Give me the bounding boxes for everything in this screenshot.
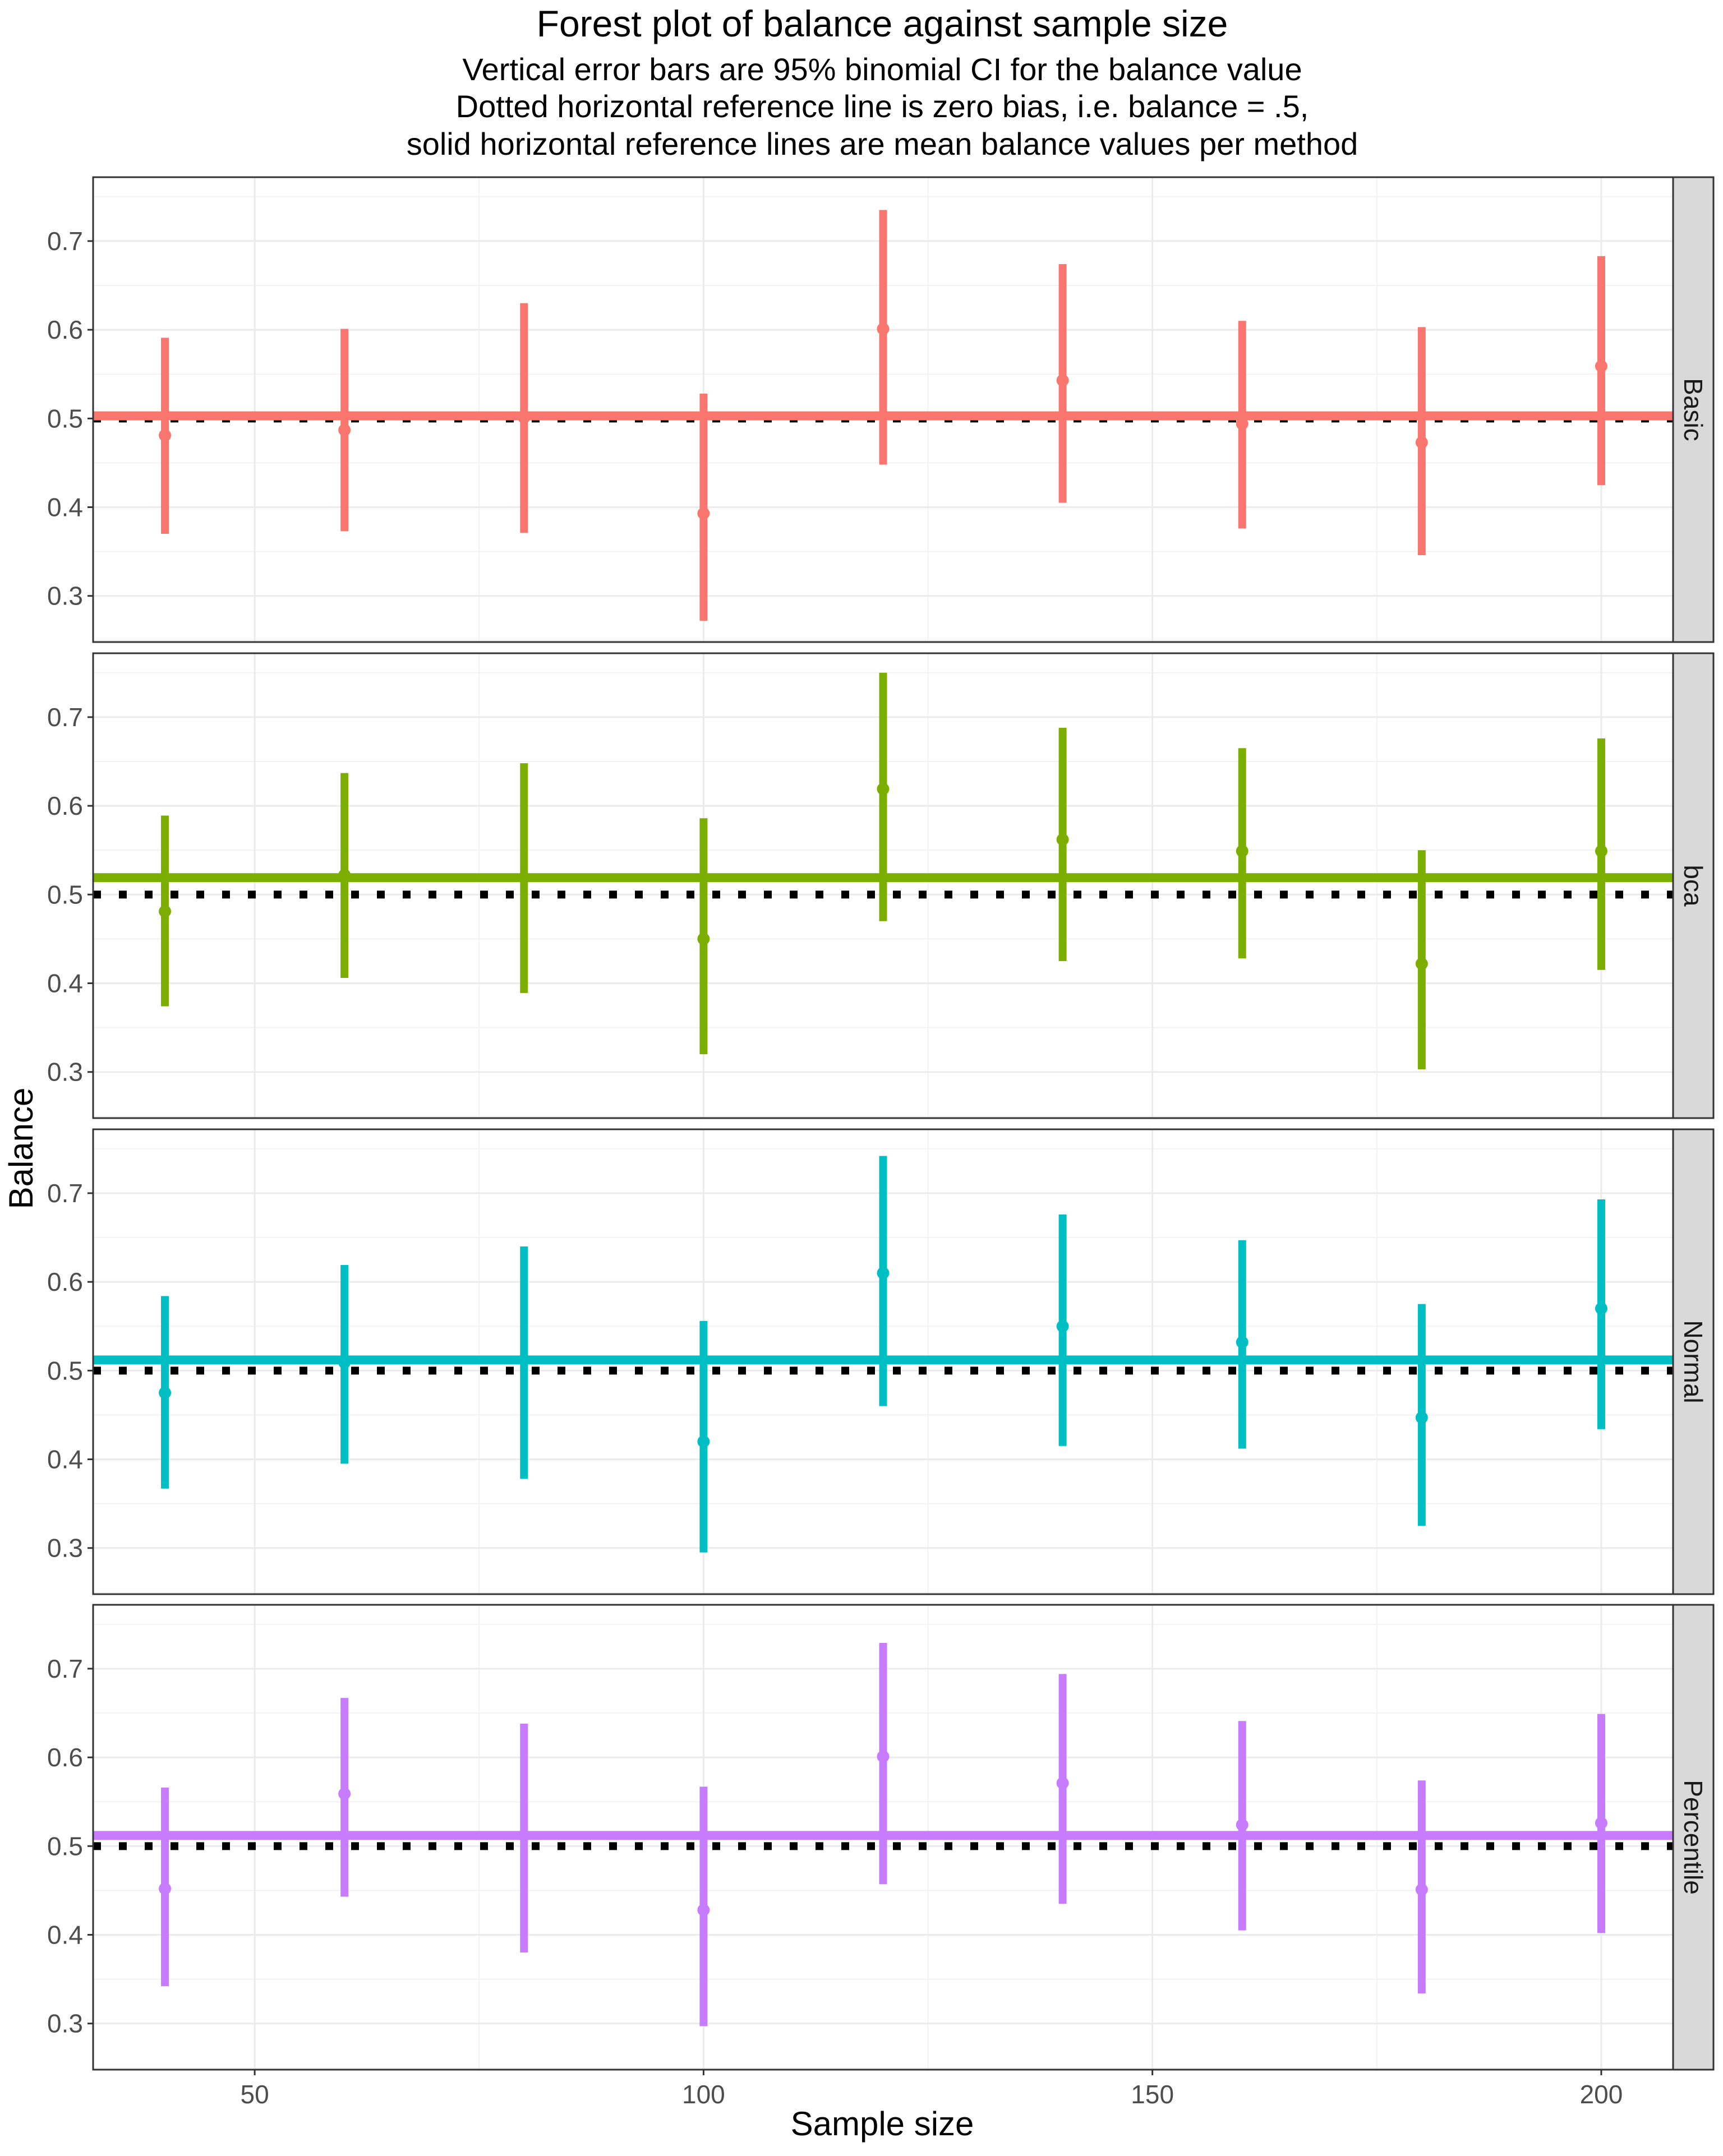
y-tick-label: 0.6 — [47, 315, 83, 344]
panel-percentile: 0.3 0.4 0.5 0.6 0.7 Percentile — [47, 1604, 1715, 2071]
panel-normal: 0.3 0.4 0.5 0.6 0.7 Normal — [47, 1128, 1715, 1595]
y-tick-label: 0.5 — [47, 404, 83, 433]
y-tick-label: 0.3 — [47, 1534, 83, 1563]
y-tick-label: 0.3 — [47, 2009, 83, 2038]
panel-basic: 0.3 0.4 0.5 0.6 0.7 Basic — [47, 176, 1715, 643]
facet-strip — [1672, 652, 1715, 1119]
data-point — [518, 411, 531, 424]
data-point — [1595, 1817, 1607, 1830]
chart-title: Forest plot of balance against sample si… — [537, 3, 1228, 44]
data-point — [518, 1829, 531, 1842]
data-point — [1415, 1411, 1428, 1424]
data-point — [697, 932, 710, 945]
data-point — [1595, 1302, 1607, 1315]
data-point — [1056, 374, 1069, 387]
y-tick-label: 0.6 — [47, 1743, 83, 1772]
data-point — [159, 1882, 172, 1895]
x-tick-label: 50 — [241, 2080, 269, 2109]
y-tick-label: 0.6 — [47, 1267, 83, 1296]
y-tick-label: 0.6 — [47, 791, 83, 820]
panels-layer: 0.30.40.50.60.7Basic0.30.40.50.60.7bca0.… — [47, 176, 1715, 2071]
data-point — [159, 905, 172, 918]
y-tick-label: 0.5 — [47, 1831, 83, 1860]
data-point — [697, 507, 710, 520]
data-point — [1415, 1883, 1428, 1896]
y-tick-label: 0.7 — [47, 227, 83, 256]
facet-strip — [1672, 1128, 1715, 1595]
data-point — [1236, 1336, 1249, 1349]
x-tick-label: 150 — [1131, 2080, 1174, 2109]
chart-subtitle-line-2: Dotted horizontal reference line is zero… — [456, 89, 1309, 124]
x-axis: 50 100 150 200 — [241, 2070, 1623, 2109]
data-point — [338, 869, 351, 881]
data-point — [338, 1787, 351, 1800]
data-point — [1236, 417, 1249, 430]
x-tick-label: 100 — [682, 2080, 725, 2109]
panel-bca: 0.3 0.4 0.5 0.6 0.7 bca — [47, 652, 1715, 1119]
data-point — [1236, 844, 1249, 857]
y-axis-title: Balance — [2, 1088, 40, 1209]
data-point — [518, 871, 531, 884]
chart-subtitle-line-1: Vertical error bars are 95% binomial CI … — [462, 52, 1302, 87]
y-tick-label: 0.5 — [47, 1356, 83, 1385]
facet-strip — [1672, 1604, 1715, 2071]
facet-strip-label: Basic — [1679, 378, 1708, 441]
y-tick-label: 0.3 — [47, 1058, 83, 1087]
data-point — [518, 1354, 531, 1366]
y-tick-label: 0.4 — [47, 493, 83, 522]
data-point — [338, 1356, 351, 1369]
data-point — [1595, 844, 1607, 857]
data-point — [877, 783, 890, 796]
x-tick-label: 200 — [1580, 2080, 1623, 2109]
y-tick-label: 0.4 — [47, 1445, 83, 1474]
data-point — [159, 429, 172, 442]
data-point — [877, 1267, 890, 1280]
y-tick-label: 0.5 — [47, 880, 83, 909]
y-tick-label: 0.7 — [47, 703, 83, 732]
data-point — [1415, 957, 1428, 970]
data-point — [338, 423, 351, 436]
y-tick-label: 0.3 — [47, 581, 83, 611]
x-axis-title: Sample size — [791, 2105, 974, 2143]
data-point — [1595, 359, 1607, 372]
y-tick-label: 0.7 — [47, 1654, 83, 1683]
data-point — [1236, 1818, 1249, 1831]
data-point — [1056, 833, 1069, 846]
data-point — [1415, 436, 1428, 449]
data-point — [1056, 1776, 1069, 1789]
facet-strip-label: Percentile — [1679, 1780, 1708, 1895]
y-tick-label: 0.4 — [47, 969, 83, 998]
data-point — [877, 1750, 890, 1763]
data-point — [159, 1386, 172, 1399]
data-point — [1056, 1320, 1069, 1333]
y-tick-label: 0.4 — [47, 1920, 83, 1950]
data-point — [877, 322, 890, 335]
y-tick-label: 0.7 — [47, 1179, 83, 1208]
chart-subtitle-line-3: solid horizontal reference lines are mea… — [407, 126, 1358, 161]
data-point — [697, 1435, 710, 1448]
facet-strip — [1672, 176, 1715, 643]
facet-strip-label: Normal — [1679, 1320, 1708, 1403]
facet-strip-label: bca — [1679, 865, 1708, 907]
data-point — [697, 1904, 710, 1917]
